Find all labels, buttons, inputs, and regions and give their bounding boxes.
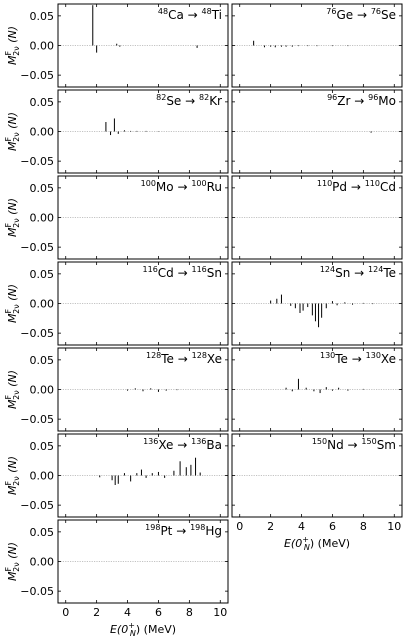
- panel-te128: 0.05 0.00 −0.05 MF2ν (N) 128Te → 128Xe: [4, 347, 229, 432]
- x-tick-label: 0: [236, 520, 243, 533]
- reaction-label: 136Xe → 136Ba: [143, 437, 222, 452]
- y-tick-label: 0.00: [30, 384, 55, 397]
- y-tick-label: 0.05: [30, 182, 55, 195]
- y-tick-label: 0.05: [30, 440, 55, 453]
- panel-mo100: 0.05 0.00 −0.05 MF2ν (N) 100Mo → 100Ru: [4, 175, 229, 260]
- x-tick-label: 8: [360, 520, 367, 533]
- x-axis-label: E(0+ N) (MeV): [110, 621, 176, 638]
- y-tick-label: −0.05: [20, 327, 54, 340]
- panel-ge76: 76Ge → 76Se: [231, 3, 403, 88]
- reaction-label: 116Cd → 116Sn: [143, 265, 222, 280]
- y-tick-label: 0.00: [30, 556, 55, 569]
- y-tick-label: 0.00: [30, 126, 55, 139]
- y-axis-label: MF2ν (N): [4, 456, 21, 495]
- x-axis-label: E(0+ N) (MeV): [284, 535, 350, 552]
- reaction-label: 76Ge → 76Se: [326, 7, 396, 22]
- panel-zr96: 96Zr → 96Mo: [231, 89, 403, 174]
- y-axis-label: MF2ν (N): [4, 26, 21, 65]
- reaction-label: 48Ca → 48Ti: [158, 7, 222, 22]
- y-tick-label: −0.05: [20, 585, 54, 598]
- x-tick-label: 8: [186, 606, 193, 619]
- panel-sn124: 124Sn → 124Te: [231, 261, 403, 346]
- y-axis-label: MF2ν (N): [4, 284, 21, 323]
- y-tick-label: 0.05: [30, 526, 55, 539]
- y-tick-label: −0.05: [20, 155, 54, 168]
- y-tick-label: −0.05: [20, 499, 54, 512]
- reaction-label: 198Pt → 198Hg: [145, 523, 222, 538]
- panel-nd150: 150Nd → 150Sm 0 2 4 6 8 10 E(0+ N) (MeV): [231, 433, 403, 552]
- x-tick-label: 10: [387, 520, 401, 533]
- x-tick-label: 2: [93, 606, 100, 619]
- y-axis-label: MF2ν (N): [4, 370, 21, 409]
- y-axis-label: MF2ν (N): [4, 198, 21, 237]
- y-tick-label: −0.05: [20, 241, 54, 254]
- x-tick-label: 6: [329, 520, 336, 533]
- reaction-label: 82Se → 82Kr: [156, 93, 222, 108]
- panel-se82: 0.05 0.00 −0.05 MF2ν (N) 82Se → 82Kr: [4, 89, 229, 174]
- x-tick-label: 10: [213, 606, 227, 619]
- y-tick-label: 0.00: [30, 40, 55, 53]
- y-tick-label: 0.00: [30, 212, 55, 225]
- reaction-label: 130Te → 130Xe: [320, 351, 396, 366]
- panel-cd116: 0.05 0.00 −0.05 MF2ν (N) 116Cd → 116Sn: [4, 261, 229, 346]
- y-axis-label: MF2ν (N): [4, 542, 21, 581]
- panel-pd110: 110Pd → 110Cd: [231, 175, 403, 260]
- x-tick-label: 0: [62, 606, 69, 619]
- y-tick-label: 0.05: [30, 10, 55, 23]
- panel-xe136: 0.05 0.00 −0.05 MF2ν (N) 136Xe → 136Ba: [4, 433, 229, 518]
- y-tick-label: 0.05: [30, 96, 55, 109]
- panel-te130: 130Te → 130Xe: [231, 347, 403, 432]
- reaction-label: 110Pd → 110Cd: [317, 179, 396, 194]
- x-tick-label: 4: [298, 520, 305, 533]
- reaction-label: 100Mo → 100Ru: [141, 179, 222, 194]
- reaction-label: 96Zr → 96Mo: [327, 93, 396, 108]
- x-tick-label: 4: [124, 606, 131, 619]
- y-axis-label: MF2ν (N): [4, 112, 21, 151]
- y-tick-label: 0.05: [30, 354, 55, 367]
- panel-pt198: 0.05 0.00 −0.05 MF2ν (N) 198Pt → 198Hg 0 2 4 6 8 1…: [4, 519, 229, 638]
- reaction-label: 124Sn → 124Te: [320, 265, 396, 280]
- reaction-label: 128Te → 128Xe: [146, 351, 222, 366]
- panel-ca48: 0.05 0.00 −0.05 MF2ν (N) 48Ca → 48Ti: [4, 3, 229, 88]
- x-tick-label: 2: [267, 520, 274, 533]
- y-tick-label: 0.00: [30, 470, 55, 483]
- y-tick-label: 0.00: [30, 298, 55, 311]
- reaction-label: 150Nd → 150Sm: [312, 437, 396, 452]
- x-tick-label: 6: [155, 606, 162, 619]
- y-tick-label: 0.05: [30, 268, 55, 281]
- y-tick-label: −0.05: [20, 69, 54, 82]
- y-tick-label: −0.05: [20, 413, 54, 426]
